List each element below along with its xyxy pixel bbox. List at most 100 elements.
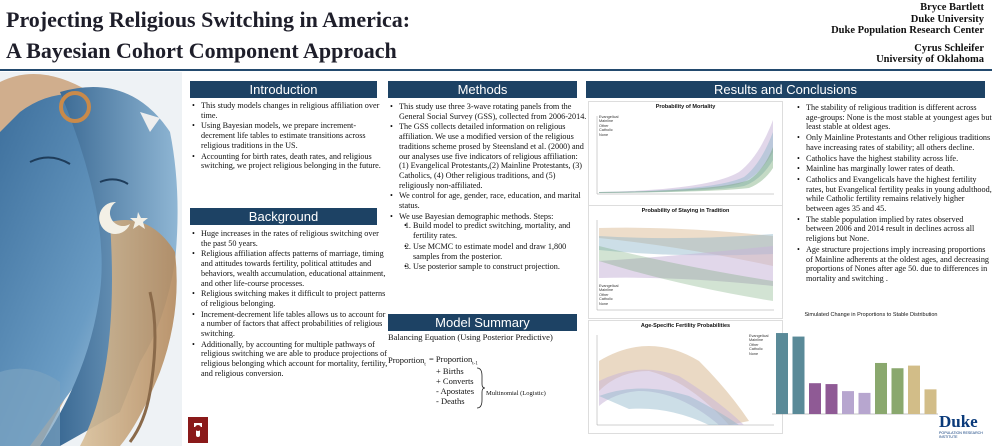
staying-chart-title: Probability of Staying in Tradition xyxy=(641,208,730,214)
legend-item: Evangelical xyxy=(599,284,619,288)
legend-item: None xyxy=(749,351,759,356)
list-item: Mainline has marginally lower rates of d… xyxy=(797,164,992,174)
staying-band xyxy=(599,234,773,256)
legend-item: Other xyxy=(599,292,609,297)
background-list: Huge increases in the rates of religious… xyxy=(190,229,389,380)
bar xyxy=(875,362,887,414)
model-summary-header: Model Summary xyxy=(388,314,577,331)
multinomial-note: Multinomial (Logistic) xyxy=(486,390,546,397)
method-step: Use posterior sample to construct projec… xyxy=(404,262,587,272)
equation-brace xyxy=(476,367,486,409)
fertility-band xyxy=(599,388,739,425)
religious-faces-artwork xyxy=(0,72,182,446)
equation-term: + Births xyxy=(436,366,464,376)
list-item: Catholics have the highest stability acr… xyxy=(797,154,992,164)
list-item: This study use three 3-wave rotating pan… xyxy=(390,102,587,121)
legend-item: None xyxy=(599,132,609,137)
equation-term: - Apostates xyxy=(436,386,475,396)
fertility-chart-title: Age-Specific Fertility Probabilities xyxy=(640,323,731,329)
author-2-affiliation: University of Oklahoma xyxy=(876,54,984,65)
equation-term: + Converts xyxy=(436,376,474,386)
title-divider xyxy=(0,69,992,71)
chart-legend: Evangelical Mainline Other Catholic None xyxy=(599,284,618,306)
list-item: This study models changes in religious a… xyxy=(192,101,387,120)
chart-legend: Evangelical Mainline Other Catholic None xyxy=(599,115,618,137)
list-item: The stability of religious tradition is … xyxy=(797,103,992,132)
author-1-affiliation: Duke University xyxy=(910,13,984,25)
bar xyxy=(858,392,871,414)
stable-distribution-bar-chart xyxy=(772,333,938,415)
introduction-list: This study models changes in religious a… xyxy=(190,101,387,172)
methods-steps-intro: We use Bayesian demographic methods. Ste… xyxy=(399,211,554,221)
staying-plot xyxy=(596,220,774,311)
mortality-chart: Probability of Mortality Evangelical Mai… xyxy=(588,101,783,213)
list-item: The GSS collects detailed information on… xyxy=(390,122,587,190)
list-item: Accounting for birth rates, death rates,… xyxy=(192,152,387,171)
legend-item: Other xyxy=(599,123,609,128)
mortality-chart-title: Probability of Mortality xyxy=(655,104,716,110)
poster-title-line1: Projecting Religious Switching in Americ… xyxy=(6,7,411,32)
bar-chart-title: Simulated Change in Proportions to Stabl… xyxy=(804,312,938,318)
staying-chart: Probability of Staying in Tradition Evan… xyxy=(588,205,783,319)
bar xyxy=(776,333,788,414)
mortality-plot xyxy=(596,116,774,195)
fertility-chart: Age-Specific Fertility Probabilities Eva… xyxy=(588,320,783,434)
equation-rhs: = Proportiont-1 xyxy=(429,354,478,370)
legend-item: Mainline xyxy=(599,288,614,293)
bar xyxy=(924,389,937,414)
bar xyxy=(842,391,854,414)
list-item: Increment-decrement life tables allows u… xyxy=(192,310,389,339)
bar xyxy=(908,365,920,414)
list-item: Huge increases in the rates of religious… xyxy=(192,229,389,248)
legend-item: Other xyxy=(749,342,759,347)
list-item: Additionally, by accounting for multiple… xyxy=(192,340,389,379)
list-item: We control for age, gender, race, educat… xyxy=(390,191,587,210)
legend-item: Mainline xyxy=(749,338,764,343)
equation-term: - Deaths xyxy=(436,396,465,406)
methods-header: Methods xyxy=(388,81,577,98)
equation-lhs: Proportiont xyxy=(388,355,426,371)
author-1-name: Bryce Bartlett xyxy=(920,2,984,13)
staying-band xyxy=(599,246,773,286)
methods-list: This study use three 3-wave rotating pan… xyxy=(388,102,587,273)
author-block: Bryce Bartlett Duke University Duke Popu… xyxy=(831,2,984,66)
bar xyxy=(891,368,904,414)
equation-rhs-text: = Proportion xyxy=(429,354,473,364)
duke-logo: Duke POPULATION RESEARCH INSTITUTE xyxy=(939,412,985,440)
author-2-name: Cyrus Schleifer xyxy=(914,42,984,54)
staying-band xyxy=(599,246,773,301)
duke-logo-subtext: POPULATION RESEARCH INSTITUTE xyxy=(939,431,983,439)
methods-steps: Build model to predict switching, mortal… xyxy=(399,221,587,272)
legend-item: Catholic xyxy=(599,128,613,133)
poster-title-line2: A Bayesian Cohort Component Approach xyxy=(6,38,397,63)
chart-legend: Evangelical Mainline Other Catholic None xyxy=(749,334,768,356)
equation-lhs-text: Proportion xyxy=(388,355,425,365)
bar xyxy=(792,336,805,414)
legend-item: Catholic xyxy=(749,347,763,352)
bar xyxy=(825,384,838,414)
background-header: Background xyxy=(190,208,377,225)
poster-title: Projecting Religious Switching in Americ… xyxy=(6,4,410,66)
list-item: The stable population implied by rates o… xyxy=(797,215,992,244)
method-step: Build model to predict switching, mortal… xyxy=(404,221,587,240)
list-item: Using Bayesian models, we prepare increm… xyxy=(192,121,387,150)
list-item: Religious affiliation affects patterns o… xyxy=(192,249,389,288)
bar xyxy=(809,383,821,414)
list-item: Age structure projections imply increasi… xyxy=(797,245,992,284)
equation-rhs-sub: t-1 xyxy=(472,361,478,367)
fertility-plot xyxy=(596,335,774,426)
method-step: Use MCMC to estimate model and draw 1,80… xyxy=(404,242,587,261)
results-header: Results and Conclusions xyxy=(586,81,985,98)
introduction-header: Introduction xyxy=(190,81,377,98)
list-item: Only Mainline Protestants and Other reli… xyxy=(797,133,992,152)
equation-lhs-sub: t xyxy=(424,362,426,368)
list-item: Catholics and Evangelicals have the high… xyxy=(797,175,992,214)
fertility-band xyxy=(599,369,744,425)
list-item: We use Bayesian demographic methods. Ste… xyxy=(390,211,587,272)
legend-item: Evangelical xyxy=(599,115,619,119)
legend-item: Evangelical xyxy=(749,334,769,338)
duke-logo-text: Duke xyxy=(939,412,978,431)
legend-item: Mainline xyxy=(599,119,614,124)
list-item: Religious switching makes it difficult t… xyxy=(192,289,389,308)
author-1-affiliation-2: Duke Population Research Center xyxy=(831,25,984,36)
